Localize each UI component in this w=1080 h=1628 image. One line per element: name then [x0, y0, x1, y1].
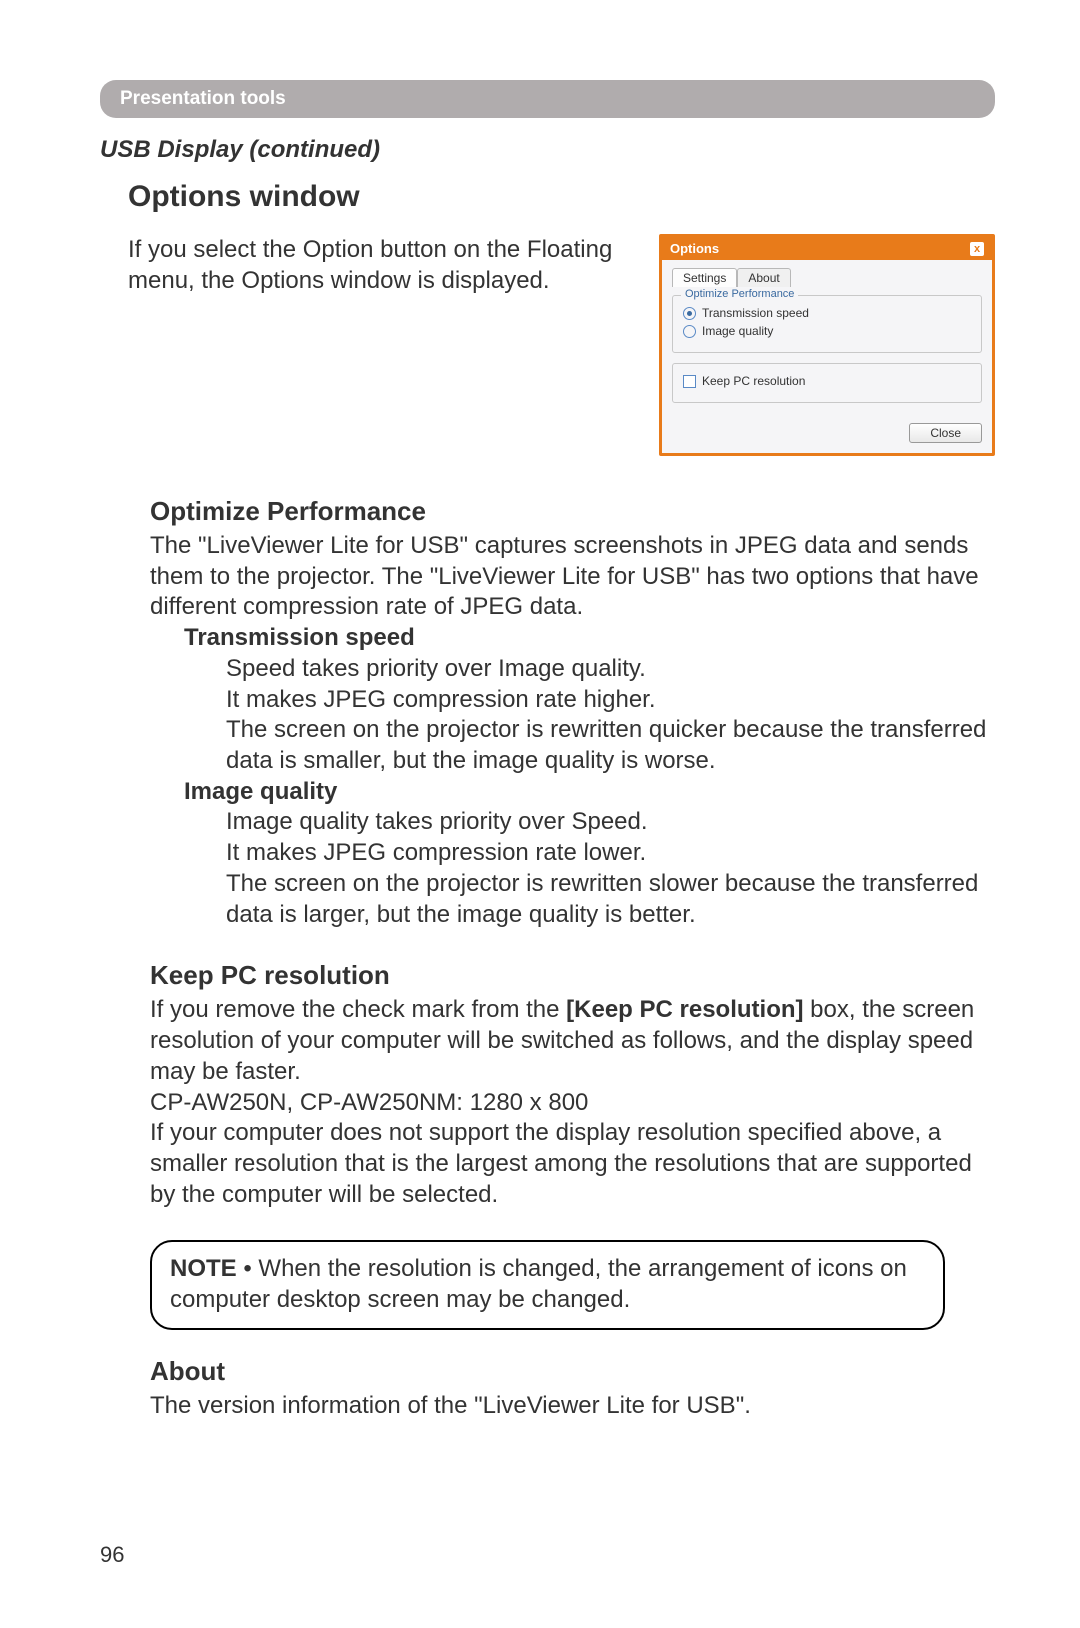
keep-p1b: [Keep PC resolution]	[566, 996, 803, 1023]
tab-settings[interactable]: Settings	[672, 268, 737, 287]
dialog-tabs: Settings About	[672, 268, 982, 287]
note-text: • When the resolution is changed, the ar…	[170, 1255, 907, 1313]
keep-pc-fieldset: Keep PC resolution	[672, 363, 982, 403]
iq-label: Image quality	[184, 777, 995, 808]
section-optimize: Optimize Performance The "LiveViewer Lit…	[150, 496, 995, 930]
radio-transmission-speed[interactable]: Transmission speed	[683, 306, 971, 320]
tab-about[interactable]: About	[737, 268, 790, 287]
optimize-fieldset: Optimize Performance Transmission speed …	[672, 295, 982, 353]
keep-p1: If you remove the check mark from the [K…	[150, 995, 995, 1087]
radio-image-quality[interactable]: Image quality	[683, 324, 971, 338]
note-label: NOTE	[170, 1255, 237, 1282]
keep-p3: If your computer does not support the di…	[150, 1118, 995, 1210]
radio-icon	[683, 325, 696, 338]
fieldset-legend: Optimize Performance	[681, 288, 798, 300]
iq-line1: Image quality takes priority over Speed.	[226, 807, 995, 838]
section-keep-pc: Keep PC resolution If you remove the che…	[150, 960, 995, 1210]
page-number: 96	[100, 1542, 995, 1568]
intro-text: If you select the Option button on the F…	[128, 234, 631, 456]
ts-line2: It makes JPEG compression rate higher.	[226, 685, 995, 716]
note-box: NOTE • When the resolution is changed, t…	[150, 1240, 945, 1329]
options-dialog: Options x Settings About Optimize Perfor…	[659, 234, 995, 456]
checkbox-keep-pc[interactable]: Keep PC resolution	[683, 374, 971, 388]
checkbox-icon	[683, 375, 696, 388]
heading-optimize: Optimize Performance	[150, 496, 995, 527]
intro-row: If you select the Option button on the F…	[128, 234, 995, 456]
close-button[interactable]: Close	[909, 423, 982, 443]
ts-line3: The screen on the projector is rewritten…	[226, 715, 995, 776]
dialog-titlebar: Options x	[662, 237, 992, 260]
chapter-label: Presentation tools	[120, 88, 286, 109]
heading-about: About	[150, 1356, 995, 1387]
optimize-para: The "LiveViewer Lite for USB" captures s…	[150, 531, 995, 623]
dialog-body: Settings About Optimize Performance Tran…	[662, 260, 992, 423]
ts-line1: Speed takes priority over Image quality.	[226, 654, 995, 685]
heading-options-window: Options window	[128, 180, 995, 214]
close-icon[interactable]: x	[970, 242, 984, 256]
heading-keep-pc: Keep PC resolution	[150, 960, 995, 991]
chapter-tab: Presentation tools	[100, 80, 995, 118]
about-text: The version information of the "LiveView…	[150, 1391, 995, 1422]
options-dialog-screenshot: Options x Settings About Optimize Perfor…	[659, 234, 995, 456]
section-about: About The version information of the "Li…	[150, 1356, 995, 1422]
dialog-title: Options	[670, 241, 719, 256]
radio-label: Transmission speed	[702, 306, 809, 320]
dialog-footer: Close	[662, 423, 992, 453]
iq-line3: The screen on the projector is rewritten…	[226, 869, 995, 930]
radio-icon	[683, 307, 696, 320]
checkbox-label: Keep PC resolution	[702, 374, 805, 388]
ts-label: Transmission speed	[184, 623, 995, 654]
iq-line2: It makes JPEG compression rate lower.	[226, 838, 995, 869]
page: Presentation tools USB Display (continue…	[0, 0, 1080, 1628]
keep-p1a: If you remove the check mark from the	[150, 996, 566, 1023]
section-continued: USB Display (continued)	[100, 136, 995, 164]
radio-label: Image quality	[702, 324, 773, 338]
keep-p2: CP-AW250N, CP-AW250NM: 1280 x 800	[150, 1088, 995, 1119]
